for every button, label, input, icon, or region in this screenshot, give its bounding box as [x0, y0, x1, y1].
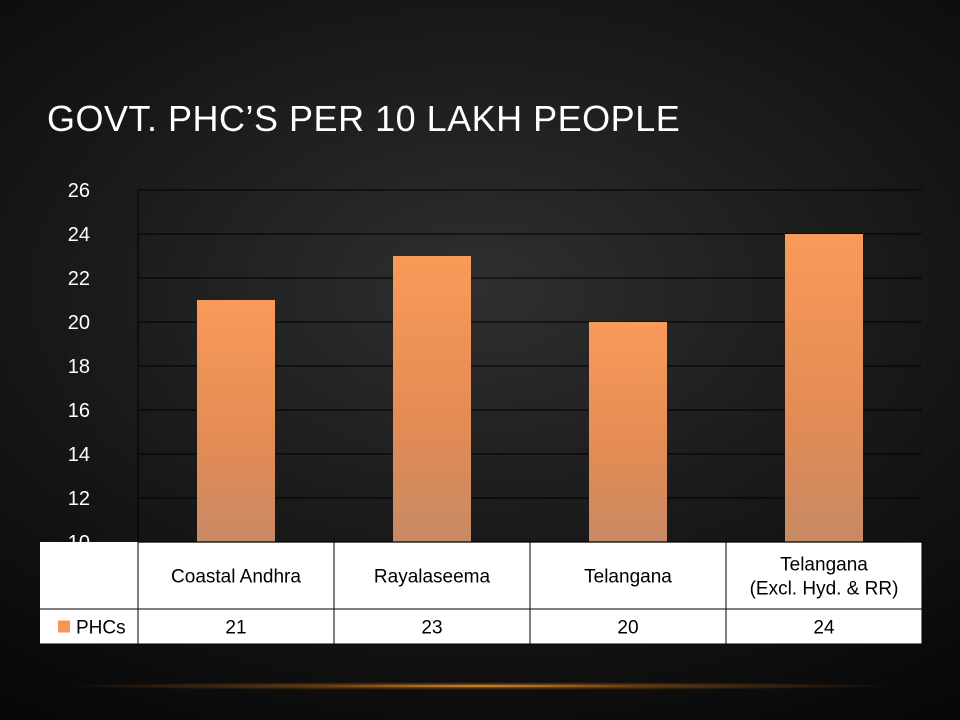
y-tick-label: 18: [68, 356, 90, 378]
data-table-background: [40, 542, 922, 644]
y-tick-label: 16: [68, 400, 90, 422]
bar: [393, 256, 471, 542]
decorative-glow-line: [60, 682, 900, 690]
data-table-value: 20: [617, 618, 638, 639]
x-category-label: Telangana (Excl. Hyd. & RR): [750, 555, 899, 600]
y-tick-label: 22: [68, 268, 90, 290]
bar: [197, 300, 275, 542]
y-tick-label: 24: [68, 224, 90, 246]
x-category-label: Coastal Andhra: [171, 567, 301, 588]
y-tick-label: 12: [68, 488, 90, 510]
bar: [589, 322, 667, 542]
x-category-label: Rayalaseema: [374, 567, 491, 588]
y-tick-label: 14: [68, 444, 90, 466]
data-table-value: 23: [421, 618, 442, 639]
legend-swatch: [58, 620, 70, 633]
y-tick-label: 20: [68, 312, 90, 334]
data-table: Coastal Andhra Rayalaseema Telangana Telang…: [40, 541, 923, 645]
bar: [785, 234, 863, 542]
legend-label: PHCs: [76, 618, 126, 639]
data-table-value: 21: [225, 618, 246, 639]
y-axis-tick-labels: 101214161820222426: [68, 180, 90, 554]
data-table-value: 24: [813, 618, 835, 639]
slide-title: GOVT. PHC’S PER 10 LAKH PEOPLE: [47, 98, 681, 139]
y-tick-label: 26: [68, 180, 90, 202]
bars: [197, 234, 863, 542]
x-category-label: Telangana: [584, 567, 672, 588]
